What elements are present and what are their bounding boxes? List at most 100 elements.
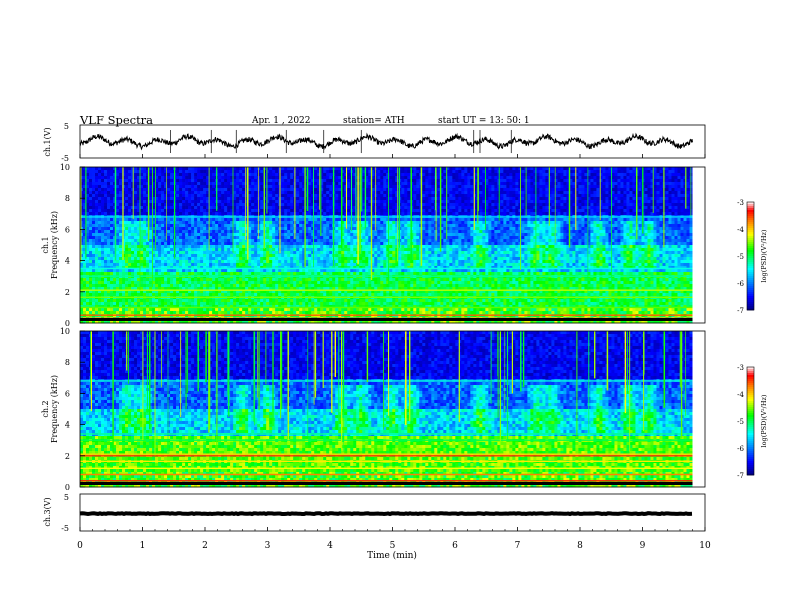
spectrogram-cell xyxy=(632,230,636,234)
spectrogram-cell xyxy=(224,191,228,195)
spectrogram-cell xyxy=(287,194,291,198)
spectrogram-cell xyxy=(203,182,207,186)
spectrogram-cell xyxy=(488,218,492,222)
spectrogram-cell xyxy=(377,191,381,195)
spectrogram-cell xyxy=(677,185,681,189)
spectrogram-cell xyxy=(284,236,288,240)
spectrogram-cell xyxy=(164,221,168,225)
spectrogram-cell xyxy=(608,221,612,225)
spectrogram-cell xyxy=(518,221,522,225)
spectrogram-cell xyxy=(80,227,84,231)
spectrogram-cell xyxy=(260,239,264,243)
spectrogram-cell xyxy=(146,209,150,213)
spectrogram-cell xyxy=(167,218,171,222)
spectrogram-cell xyxy=(167,230,171,234)
spectrogram-cell xyxy=(557,179,561,183)
spectrogram-cell xyxy=(227,218,231,222)
spectrogram-cell xyxy=(344,182,348,186)
spectrogram-cell xyxy=(659,227,663,231)
spectrogram-cell xyxy=(131,203,135,207)
spectrogram-cell xyxy=(494,227,498,231)
spectrogram-cell xyxy=(113,167,117,171)
spectrogram-cell xyxy=(323,209,327,213)
spectrogram-cell xyxy=(605,206,609,210)
spectrogram-cell xyxy=(440,170,444,174)
spectrogram-cell xyxy=(248,176,252,180)
spectrogram-cell xyxy=(95,227,99,231)
spectrogram-cell xyxy=(317,185,321,189)
spectrogram-cell xyxy=(680,176,684,180)
spectrogram-cell xyxy=(467,200,471,204)
spectrogram-cell xyxy=(125,212,129,216)
spectrogram-cell xyxy=(437,167,441,171)
spectrogram-cell xyxy=(236,188,240,192)
spectrogram-cell xyxy=(575,194,579,198)
spectrogram-cell xyxy=(119,170,123,174)
spectrogram-cell xyxy=(359,194,363,198)
spectrogram-cell xyxy=(605,230,609,234)
spectrogram-cell xyxy=(377,173,381,177)
spectrogram-cell xyxy=(89,206,93,210)
spectrogram-cell xyxy=(482,224,486,228)
spectrogram-cell xyxy=(314,209,318,213)
spectrogram-cell xyxy=(239,185,243,189)
spectrogram-cell xyxy=(233,176,237,180)
spectrogram-cell xyxy=(455,176,459,180)
spectrogram-cell xyxy=(377,179,381,183)
spectrogram-cell xyxy=(182,230,186,234)
spectrogram-cell xyxy=(185,239,189,243)
spectrogram-cell xyxy=(428,221,432,225)
spectrogram-cell xyxy=(539,200,543,204)
spectrogram-cell xyxy=(92,209,96,213)
spectrogram-cell xyxy=(386,230,390,234)
spectrogram-cell xyxy=(413,179,417,183)
spectrogram-cell xyxy=(290,194,294,198)
spectrogram-cell xyxy=(317,191,321,195)
spectrogram-cell xyxy=(599,194,603,198)
spectrogram-cell xyxy=(671,227,675,231)
spectrogram-cell xyxy=(638,206,642,210)
spectrogram-cell xyxy=(587,236,591,240)
spectrogram-cell xyxy=(107,185,111,189)
spectrogram-cell xyxy=(512,218,516,222)
spectrogram-cell xyxy=(560,203,564,207)
spectrogram-cell xyxy=(632,188,636,192)
spectrogram-cell xyxy=(113,203,117,207)
spectrogram-cell xyxy=(89,209,93,213)
spectrogram-cell xyxy=(410,182,414,186)
spectrogram-cell xyxy=(668,170,672,174)
spectrogram-cell xyxy=(383,182,387,186)
spectrogram-cell xyxy=(383,212,387,216)
spectrogram-cell xyxy=(347,167,351,171)
spectrogram-cell xyxy=(554,218,558,222)
spectrogram-cell xyxy=(353,230,357,234)
spectrogram-cell xyxy=(272,227,276,231)
spectrogram-cell xyxy=(338,221,342,225)
spectrogram-cell xyxy=(269,167,273,171)
spectrogram-cell xyxy=(89,233,93,237)
spectrogram-cell xyxy=(248,194,252,198)
spectrogram-cell xyxy=(518,224,522,228)
spectrogram-cell xyxy=(116,200,120,204)
spectrogram-cell xyxy=(518,230,522,234)
spectrogram-cell xyxy=(422,179,426,183)
spectrogram-cell xyxy=(314,218,318,222)
spectrogram-cell xyxy=(119,236,123,240)
spectrogram-cell xyxy=(80,236,84,240)
spectrogram-cell xyxy=(131,206,135,210)
spectrogram-cell xyxy=(479,185,483,189)
spectrogram-cell xyxy=(95,221,99,225)
spectrogram-cell xyxy=(89,227,93,231)
spectrogram-cell xyxy=(194,239,198,243)
spectrogram-cell xyxy=(194,173,198,177)
spectrogram-cell xyxy=(677,206,681,210)
spectrogram-cell xyxy=(548,230,552,234)
spectrogram-cell xyxy=(347,194,351,198)
spectrogram-cell xyxy=(629,191,633,195)
spectrogram-cell xyxy=(485,179,489,183)
spectrogram-cell xyxy=(518,170,522,174)
spectrogram-cell xyxy=(539,227,543,231)
spectrogram-cell xyxy=(140,209,144,213)
spectrogram-cell xyxy=(626,179,630,183)
spectrogram-cell xyxy=(146,218,150,222)
